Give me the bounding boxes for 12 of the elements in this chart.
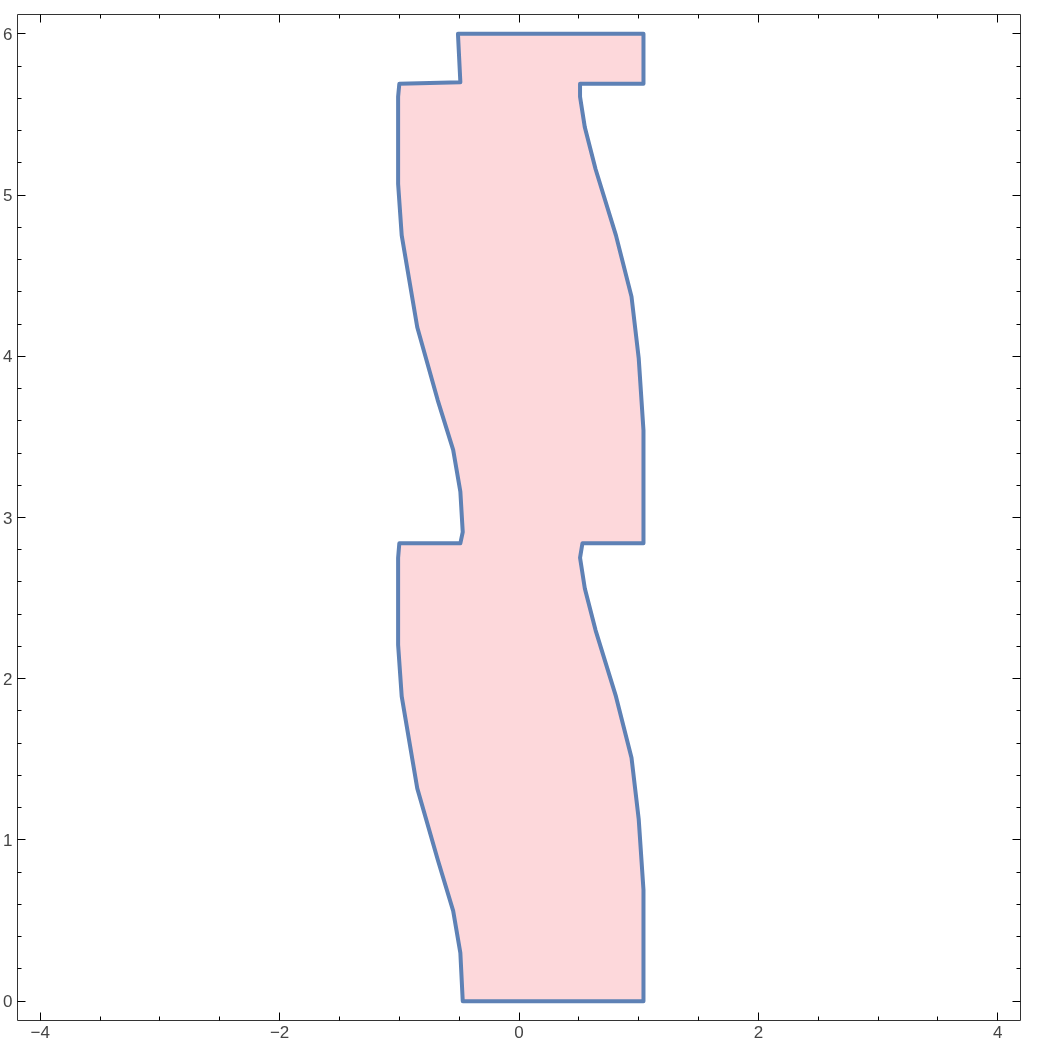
- x-tick-label: 4: [993, 1022, 1003, 1042]
- x-tick-label: 0: [514, 1022, 524, 1042]
- x-tick-label: −2: [269, 1022, 290, 1042]
- y-tick-label: 2: [3, 669, 13, 689]
- x-tick-label: 2: [753, 1022, 764, 1042]
- y-tick-label: 0: [3, 992, 13, 1012]
- y-tick-label: 1: [3, 830, 13, 850]
- y-tick-label: 6: [3, 24, 13, 44]
- y-tick-label: 3: [3, 508, 13, 528]
- x-tick-label: −4: [30, 1022, 50, 1042]
- y-tick-label: 5: [3, 186, 13, 206]
- y-tick-label: 4: [3, 347, 13, 367]
